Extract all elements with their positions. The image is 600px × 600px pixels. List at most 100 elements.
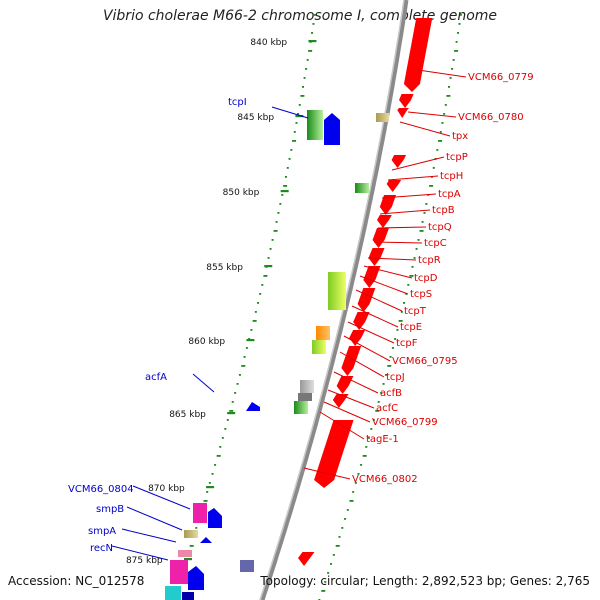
- left-tick-mark: [288, 158, 291, 160]
- right-tick-mark: [380, 392, 383, 394]
- gene-block: [184, 530, 198, 538]
- right-tick-mark: [389, 356, 392, 358]
- right-tick-mark: [415, 248, 418, 250]
- label-leader-line: [121, 528, 177, 543]
- gene-arrow: [377, 215, 392, 228]
- gene-arrow: [314, 420, 354, 488]
- right-tick-mark: [441, 122, 444, 124]
- label-leader-line: [399, 121, 451, 137]
- major-tick-mark: [308, 40, 317, 43]
- right-tick-mark: [413, 257, 416, 259]
- label-leader-line: [327, 389, 375, 409]
- gene-arrow: [391, 155, 407, 168]
- left-tick-mark: [277, 212, 280, 214]
- left-tick-mark: [300, 95, 305, 97]
- left-tick-mark: [279, 203, 282, 205]
- left-tick-mark: [236, 383, 239, 385]
- gene-arrow-forward: [246, 402, 260, 411]
- gene-block: [165, 586, 181, 600]
- right-tick-mark: [451, 68, 454, 70]
- gene-block: [355, 183, 369, 193]
- right-tick-mark: [382, 383, 385, 385]
- left-tick-mark: [286, 167, 289, 169]
- topology-text: Topology: circular; Length: 2,892,523 bp…: [260, 574, 590, 588]
- right-tick-mark: [439, 131, 442, 133]
- right-tick-mark: [459, 14, 462, 16]
- accession-text: Accession: NC_012578: [8, 574, 145, 588]
- left-tick-mark: [284, 176, 287, 178]
- left-tick-mark: [297, 113, 300, 115]
- gene-label-acfA: acfA: [145, 372, 167, 383]
- label-leader-line: [363, 265, 413, 279]
- gene-arrow: [372, 228, 390, 248]
- gene-label-smpA: smpA: [88, 526, 116, 537]
- gene-block: [316, 326, 330, 340]
- label-leader-line: [132, 485, 191, 510]
- left-tick-mark: [214, 464, 217, 466]
- left-tick-mark: [259, 293, 262, 295]
- gene-block: [312, 340, 326, 354]
- left-tick-mark: [245, 347, 248, 349]
- left-tick-mark: [243, 356, 246, 358]
- major-tick-mark: [295, 115, 304, 118]
- gene-block: [328, 272, 346, 310]
- right-tick-mark: [455, 41, 458, 43]
- label-leader-line: [407, 111, 457, 118]
- left-tick-mark: [257, 302, 260, 304]
- left-tick-mark: [263, 275, 268, 277]
- right-tick-mark: [454, 50, 459, 52]
- gene-block: [170, 560, 188, 584]
- left-tick-mark: [234, 392, 237, 394]
- right-tick-mark: [341, 527, 344, 529]
- scale-label: 870 kbp: [148, 484, 185, 494]
- gene-label-tpx: tpx: [452, 131, 468, 142]
- left-tick-mark: [305, 68, 308, 70]
- right-tick-mark: [449, 77, 452, 79]
- right-tick-mark: [444, 104, 447, 106]
- right-tick-mark: [396, 329, 399, 331]
- right-tick-mark: [367, 437, 370, 439]
- gene-block: [307, 110, 323, 140]
- right-tick-mark: [425, 203, 428, 205]
- gene-block: [300, 380, 314, 393]
- gene-arrow: [368, 248, 385, 266]
- left-tick-mark: [283, 185, 288, 187]
- gene-arrow: [298, 552, 315, 566]
- major-tick-mark: [264, 265, 273, 268]
- right-tick-mark: [394, 338, 397, 340]
- gene-label-tcpR: tcpR: [418, 255, 441, 266]
- label-leader-line: [381, 193, 437, 199]
- label-leader-line: [351, 305, 399, 328]
- gene-label-tcpA: tcpA: [438, 189, 461, 200]
- label-leader-line: [111, 545, 169, 561]
- left-tick-mark: [311, 32, 314, 34]
- right-tick-mark: [362, 455, 367, 457]
- left-tick-mark: [221, 437, 224, 439]
- right-tick-mark: [403, 302, 406, 304]
- left-tick-mark: [312, 23, 315, 25]
- scale-label: 865 kbp: [169, 410, 206, 420]
- gene-arrow: [403, 18, 433, 92]
- gene-label-VCM66_0802: VCM66_0802: [352, 474, 418, 485]
- left-tick-mark: [275, 221, 278, 223]
- right-tick-mark: [457, 32, 460, 34]
- label-leader-line: [391, 156, 445, 171]
- left-tick-mark: [269, 248, 272, 250]
- left-tick-mark: [238, 374, 241, 376]
- gene-arrow: [379, 195, 397, 215]
- right-tick-mark: [365, 446, 368, 448]
- label-leader-line: [355, 289, 403, 312]
- left-tick-mark: [211, 473, 214, 475]
- map-title: Vibrio cholerae M66-2 chromosome I, comp…: [102, 8, 498, 24]
- backbone-line: [259, 0, 409, 600]
- label-leader-line: [417, 69, 467, 78]
- left-tick-mark: [261, 284, 264, 286]
- right-tick-mark: [452, 59, 455, 61]
- right-tick-mark: [436, 149, 439, 151]
- right-tick-mark: [324, 581, 327, 583]
- gene-label-tcpH: tcpH: [440, 171, 463, 182]
- left-tick-mark: [295, 122, 298, 124]
- left-tick-mark: [241, 365, 246, 367]
- left-tick-mark: [248, 338, 251, 340]
- right-tick-mark: [377, 401, 380, 403]
